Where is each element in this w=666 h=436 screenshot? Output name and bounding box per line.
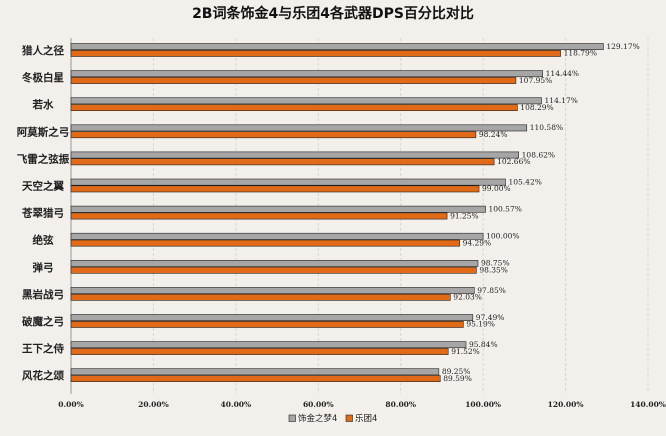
bar-yuetuan xyxy=(70,375,441,382)
x-tick-label: 120.00% xyxy=(548,400,584,409)
category-label: 王下之侍 xyxy=(22,342,64,355)
data-label: 91.25% xyxy=(450,211,479,220)
bar-yuetuan xyxy=(70,158,495,166)
legend-label: 乐团4 xyxy=(355,413,377,424)
data-label: 108.29% xyxy=(520,103,553,112)
data-label: 118.79% xyxy=(564,49,597,58)
bar-yuetuan xyxy=(70,49,561,57)
data-label: 89.59% xyxy=(443,374,472,383)
bar-shijin xyxy=(70,43,604,50)
data-label: 100.57% xyxy=(488,205,521,214)
category-label: 风花之颂 xyxy=(22,369,64,382)
data-label: 129.17% xyxy=(606,42,639,51)
chart-title: 2B词条饰金4与乐团4各武器DPS百分比对比 xyxy=(192,5,474,22)
data-label: 95.84% xyxy=(469,340,498,349)
data-label: 110.58% xyxy=(530,123,563,132)
bar-yuetuan xyxy=(70,104,518,111)
data-label: 98.35% xyxy=(479,266,508,275)
x-tick-label: 80.00% xyxy=(385,400,416,409)
category-label: 冬极白星 xyxy=(22,71,64,84)
data-label: 100.00% xyxy=(486,232,519,241)
category-label: 阿莫斯之弓 xyxy=(17,125,70,138)
data-label: 94.29% xyxy=(463,238,492,247)
category-label: 猎人之径 xyxy=(22,44,64,57)
bar-shijin xyxy=(70,314,474,321)
x-tick-label: 60.00% xyxy=(303,400,334,409)
x-tick-label: 100.00% xyxy=(465,400,501,409)
bar-shijin xyxy=(70,124,528,132)
legend-swatch xyxy=(288,414,296,422)
data-label: 95.19% xyxy=(466,320,495,329)
x-tick-label: 0.00% xyxy=(58,400,83,409)
data-label: 89.25% xyxy=(442,367,471,376)
bar-shijin xyxy=(70,287,475,294)
category-label: 飞雷之弦振 xyxy=(17,152,70,165)
bar-shijin xyxy=(70,205,486,213)
data-label: 97.85% xyxy=(477,286,506,295)
bar-yuetuan xyxy=(70,131,477,139)
bar-yuetuan xyxy=(70,239,460,247)
bar-yuetuan xyxy=(70,293,451,301)
bar-shijin xyxy=(70,97,542,105)
bar-yuetuan xyxy=(70,77,517,84)
bar-shijin xyxy=(70,341,467,349)
bar-shijin xyxy=(70,178,506,186)
category-label: 黑岩战弓 xyxy=(22,288,64,301)
category-label: 弹弓 xyxy=(33,261,54,274)
bar-shijin xyxy=(70,70,543,78)
data-label: 114.17% xyxy=(545,96,578,105)
bar-shijin xyxy=(70,368,440,376)
bar-yuetuan xyxy=(70,212,448,220)
data-label: 97.49% xyxy=(476,313,505,322)
category-label: 苍翠猎弓 xyxy=(21,207,64,220)
category-label: 若水 xyxy=(32,98,54,111)
data-label: 99.00% xyxy=(482,184,511,193)
data-label: 91.52% xyxy=(451,347,480,356)
data-label: 107.95% xyxy=(519,76,552,85)
category-label: 天空之翼 xyxy=(22,180,64,193)
bar-yuetuan xyxy=(70,185,480,193)
bar-shijin xyxy=(70,232,484,240)
category-label: 破魔之弓 xyxy=(22,315,64,328)
data-label: 108.62% xyxy=(522,150,555,159)
bar-yuetuan xyxy=(70,348,449,355)
x-tick-label: 20.00% xyxy=(138,400,169,409)
category-label: 绝弦 xyxy=(33,234,54,247)
data-label: 114.44% xyxy=(546,69,579,78)
data-label: 92.03% xyxy=(453,293,482,302)
data-label: 98.75% xyxy=(481,259,510,268)
data-label: 105.42% xyxy=(508,177,541,186)
bar-shijin xyxy=(70,151,519,159)
x-tick-label: 40.00% xyxy=(221,400,252,409)
data-label: 98.24% xyxy=(479,130,508,139)
bar-yuetuan xyxy=(70,320,464,328)
x-tick-label: 140.00% xyxy=(630,400,666,409)
legend-label: 饰金之梦4 xyxy=(298,413,337,424)
bar-yuetuan xyxy=(70,266,477,274)
data-label: 102.66% xyxy=(497,157,530,166)
legend-swatch xyxy=(345,414,353,422)
bar-shijin xyxy=(70,259,479,267)
